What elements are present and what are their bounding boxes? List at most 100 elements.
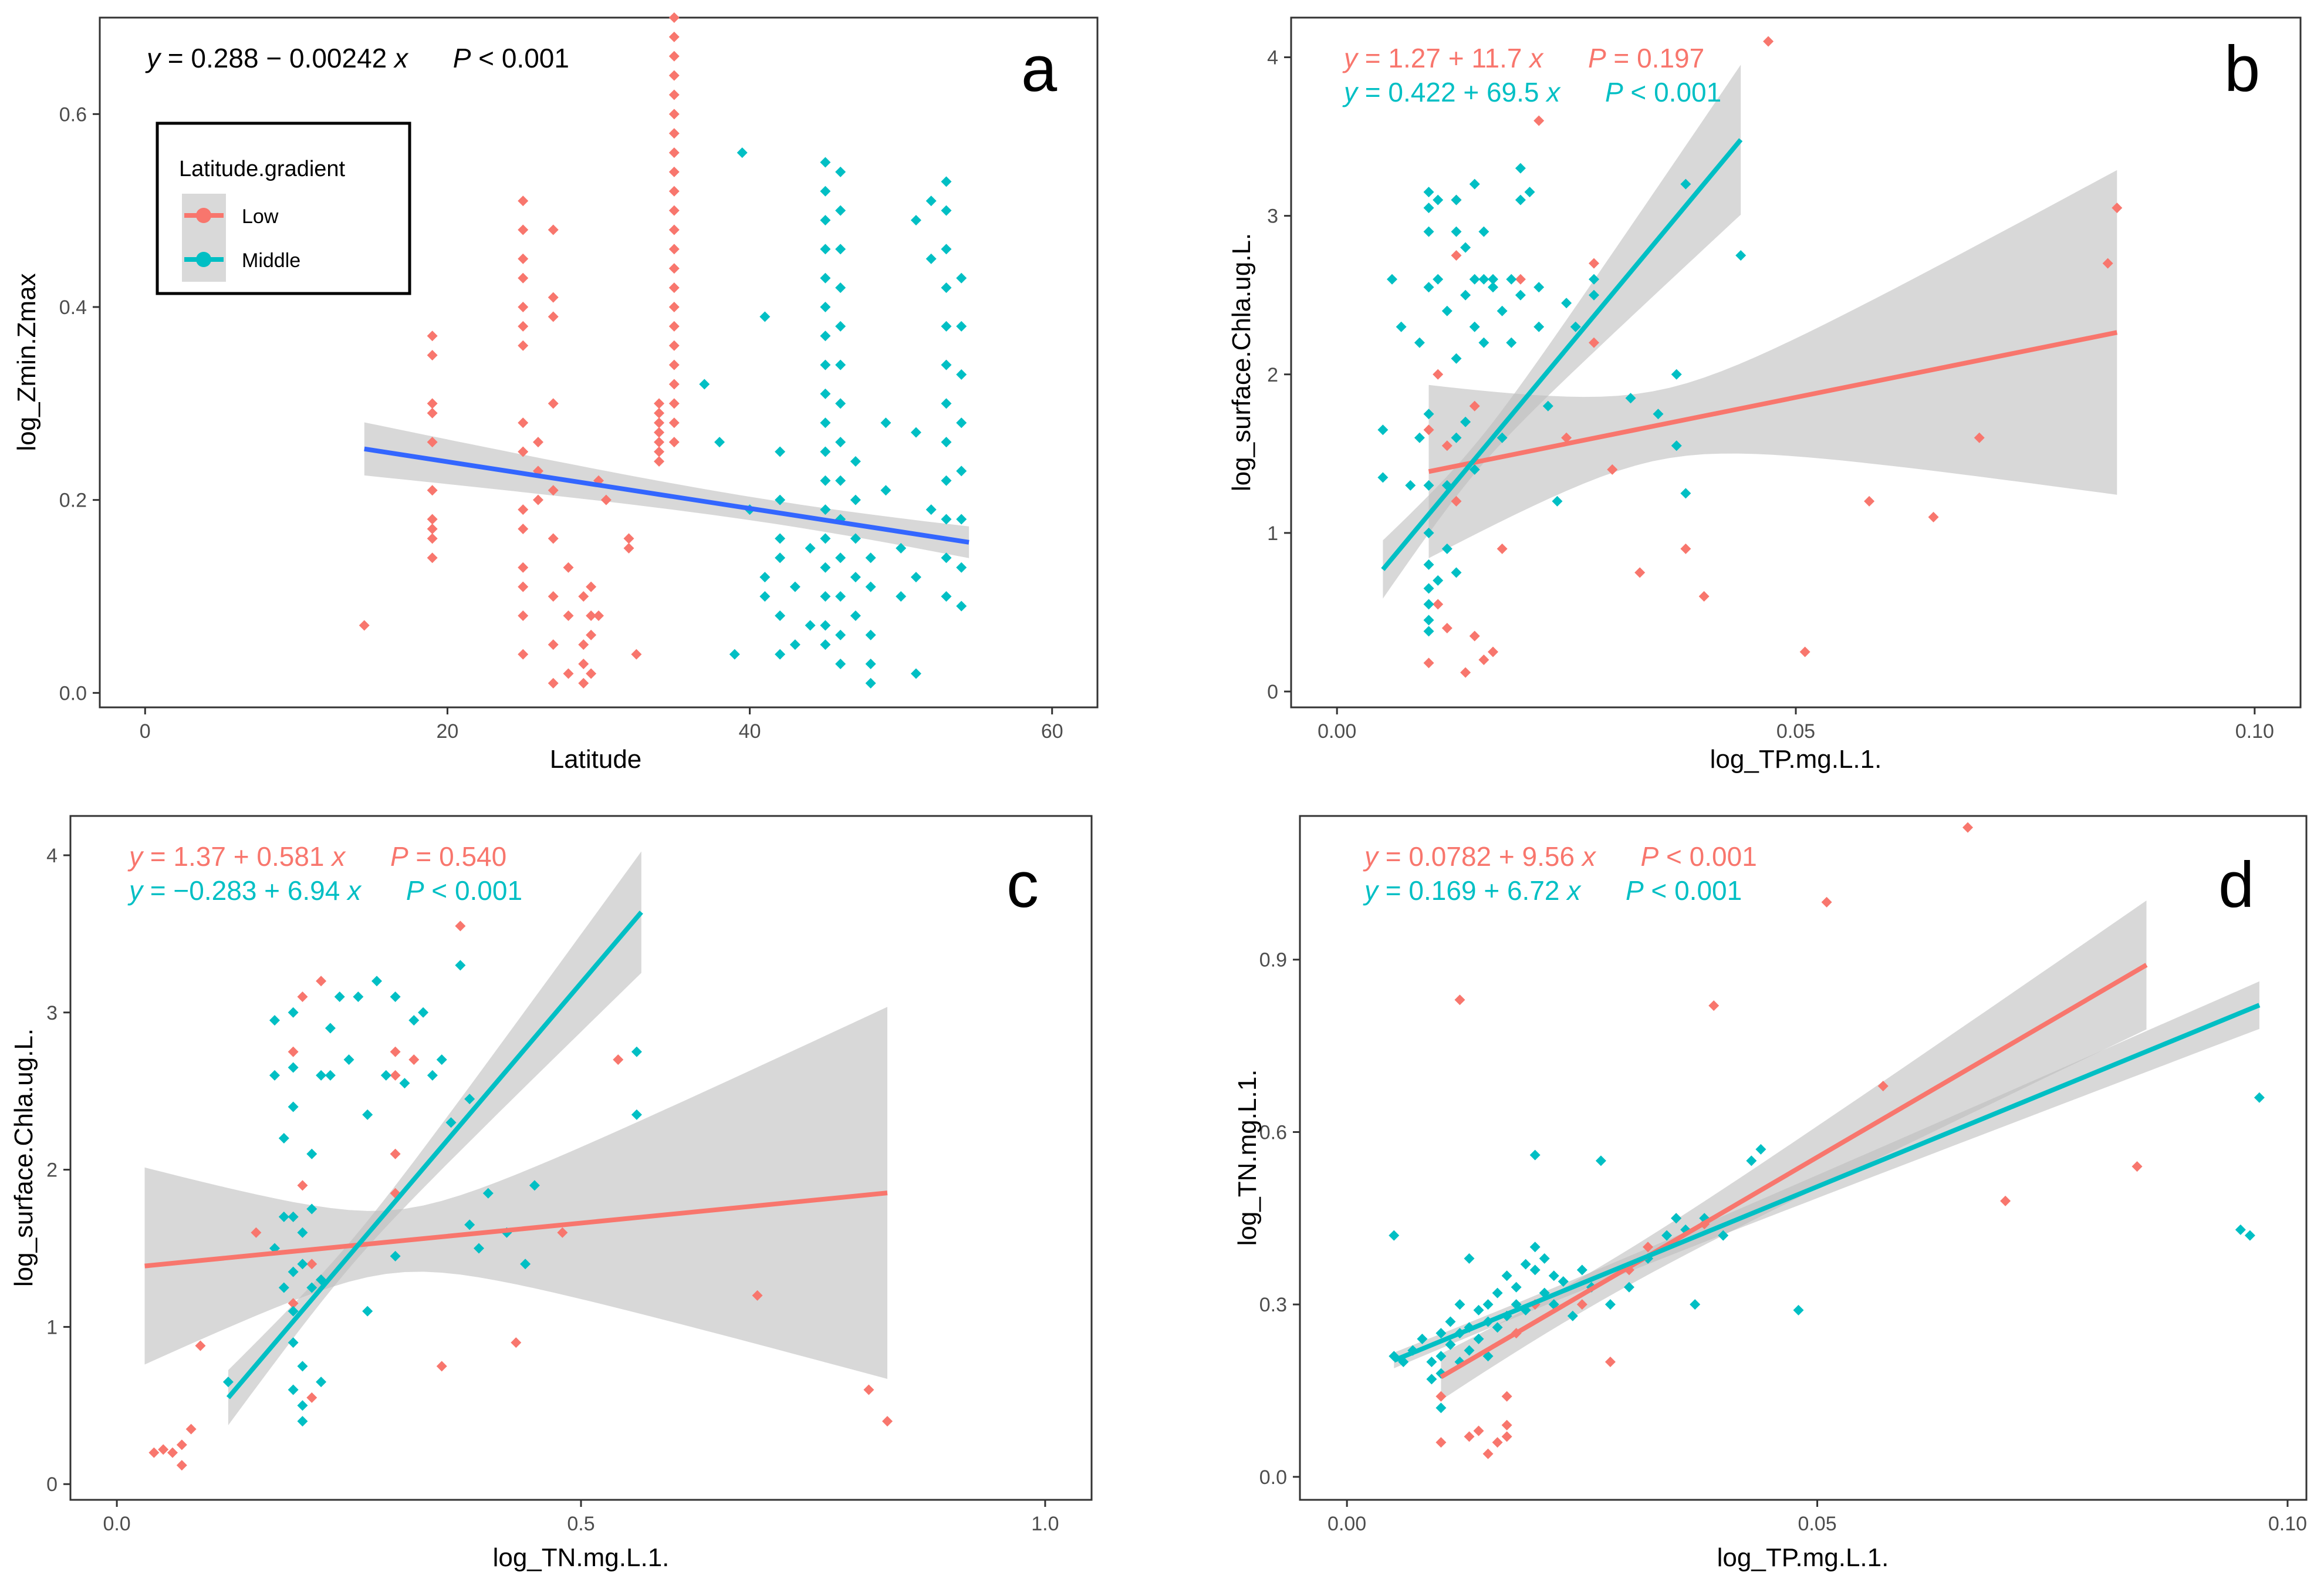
data-point-middle [1469, 178, 1480, 190]
data-point-low [1708, 1000, 1720, 1011]
y-tick-label: 0.0 [59, 682, 87, 704]
data-point-middle [278, 1211, 289, 1222]
data-point-low [2112, 203, 2123, 214]
data-point-low [668, 417, 680, 429]
data-point-middle [820, 504, 831, 515]
x-axis-title-a: Latitude [550, 745, 642, 774]
data-point-low [427, 398, 438, 409]
data-point-middle [729, 649, 740, 660]
data-point-low [408, 1054, 420, 1065]
data-point-low [2132, 1161, 2143, 1172]
data-point-middle [1414, 337, 1425, 348]
data-point-middle [464, 1094, 475, 1105]
data-point-low [1441, 622, 1452, 633]
data-point-middle [1433, 194, 1444, 205]
data-point-low [185, 1424, 197, 1435]
data-point-middle [1454, 1299, 1465, 1310]
data-point-low [668, 244, 680, 255]
data-point-middle [306, 1282, 317, 1293]
data-point-middle [805, 620, 816, 631]
data-point-low [654, 427, 665, 438]
data-point-low [668, 205, 680, 216]
data-point-middle [737, 147, 748, 158]
data-point-low [557, 1227, 568, 1238]
data-point-middle [865, 581, 876, 592]
data-point-middle [789, 581, 800, 592]
data-point-low [390, 1070, 401, 1081]
data-point-low [668, 31, 680, 42]
data-point-middle [956, 369, 967, 380]
data-point-low [1433, 599, 1444, 610]
x-tick-label: 0.00 [1327, 1513, 1366, 1535]
data-point-middle [1435, 1402, 1447, 1414]
data-point-middle [1435, 1351, 1447, 1362]
data-point-middle [269, 1070, 280, 1081]
data-point-middle [925, 195, 937, 207]
data-point-middle [1680, 178, 1691, 190]
data-point-low [1533, 115, 1545, 126]
data-point-middle [288, 1007, 299, 1018]
data-point-middle [1506, 337, 1517, 348]
x-tick-label: 0.10 [2268, 1513, 2307, 1535]
data-point-middle [714, 437, 725, 448]
legend: Latitude.gradient Low Middle [156, 122, 411, 295]
x-tick-label: 40 [739, 720, 761, 743]
data-point-low [613, 1054, 624, 1065]
data-point-low [654, 407, 665, 419]
data-point-middle [1469, 321, 1480, 332]
data-point-middle [850, 572, 861, 583]
data-point-low [2000, 1195, 2011, 1206]
regression-line-overall [364, 446, 970, 545]
x-axis-title-c: log_TN.mg.L.1. [493, 1543, 670, 1572]
data-point-middle [1423, 583, 1434, 594]
data-point-middle [896, 542, 907, 554]
regression-line-low [1440, 963, 2148, 1379]
data-point-middle [1511, 1281, 1522, 1293]
y-tick-label: 3 [1267, 205, 1278, 228]
data-point-low [176, 1460, 187, 1471]
y-tick-label: 0 [46, 1473, 58, 1496]
data-point-middle [1653, 409, 1664, 420]
panel-label-a: a [1021, 33, 1058, 105]
data-point-middle [325, 1070, 336, 1081]
data-point-low [668, 302, 680, 313]
data-point-low [532, 494, 543, 505]
data-point-low [532, 437, 543, 448]
data-point-low [668, 50, 680, 62]
x-axis-title-d: log_TP.mg.L.1. [1717, 1543, 1889, 1572]
data-point-low [882, 1416, 893, 1427]
legend-label-low: Low [242, 205, 279, 228]
data-point-middle [1515, 163, 1526, 174]
regression-equation-middle: y = 0.422 + 69.5 x P < 0.001 [1342, 77, 1721, 107]
y-tick-label: 0 [1267, 681, 1278, 703]
data-point-low [1454, 994, 1465, 1006]
data-point-middle [1604, 1299, 1616, 1310]
data-point-middle [1426, 1374, 1437, 1385]
data-point-middle [1520, 1259, 1531, 1270]
data-point-low [518, 446, 529, 457]
data-point-middle [1426, 1357, 1437, 1368]
data-point-middle [925, 253, 937, 264]
data-point-middle [631, 1109, 642, 1120]
data-point-low [668, 437, 680, 448]
data-point-middle [1423, 527, 1434, 538]
data-point-low [1561, 432, 1572, 443]
data-point-middle [1561, 298, 1572, 309]
data-point-low [548, 591, 559, 602]
data-point-middle [941, 437, 952, 448]
data-point-low [1643, 1242, 1654, 1253]
data-point-middle [1746, 1155, 1757, 1166]
data-point-middle [1414, 432, 1425, 443]
data-point-low [390, 1046, 401, 1057]
data-point-middle [1671, 440, 1682, 451]
data-point-middle [1595, 1155, 1606, 1166]
data-point-middle [482, 1188, 494, 1199]
data-point-middle [1492, 1322, 1503, 1333]
data-point-middle [835, 398, 846, 409]
data-point-low [1501, 1391, 1512, 1402]
data-point-low [668, 166, 680, 177]
data-point-middle [820, 475, 831, 486]
data-point-middle [1680, 488, 1691, 499]
data-point-low [668, 379, 680, 390]
data-point-middle [1589, 289, 1599, 301]
